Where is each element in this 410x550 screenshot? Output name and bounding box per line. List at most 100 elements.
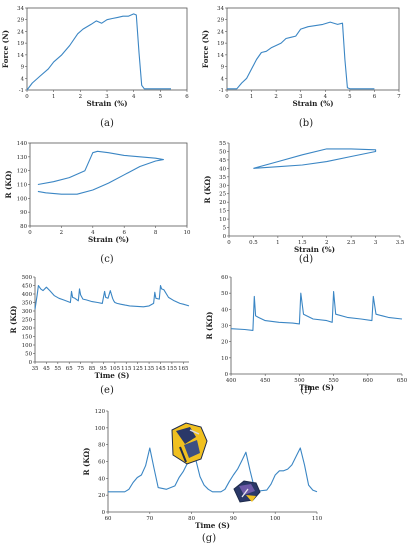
- y-tick-label: 120: [95, 409, 106, 415]
- y-tick-label: 10: [221, 356, 228, 362]
- chart-panel-g: 60 70 80 90 100 110 0 20 40 60 80 100 120 Time (S) R (…: [82, 409, 323, 544]
- y-axis-title: R (KΩ): [82, 448, 91, 476]
- x-tick-label: 1.5: [298, 240, 307, 246]
- y-tick-label: 80: [20, 224, 27, 230]
- y-axis-title: R (KΩ): [9, 306, 18, 334]
- x-tick-label: 0: [225, 94, 229, 100]
- x-tick-label: 6: [373, 94, 377, 100]
- panel-caption: (e): [100, 385, 114, 396]
- y-tick-label: 300: [22, 309, 33, 315]
- x-tick-label: 65: [66, 366, 73, 372]
- gloved-hand-open-icon: [171, 422, 208, 465]
- x-tick-label: 0: [28, 230, 32, 236]
- x-tick-label: 165: [178, 366, 189, 372]
- x-tick-label: 2: [325, 240, 328, 246]
- y-tick-label: 19: [217, 41, 224, 47]
- y-tick-label: 20: [219, 200, 226, 206]
- x-tick-label: 0.5: [249, 240, 258, 246]
- x-tick-label: 0: [227, 240, 231, 246]
- y-tick-label: 150: [22, 335, 33, 341]
- y-axis-title: Force (N): [1, 30, 10, 68]
- gloved-hand-fist-icon: [233, 480, 261, 503]
- y-axis-title: R (KΩ): [203, 176, 212, 204]
- x-axis-title: Time (S): [95, 371, 130, 380]
- x-tick-label: 90: [230, 516, 237, 522]
- x-tick-label: 7: [397, 94, 401, 100]
- x-tick-label: 2: [60, 230, 63, 236]
- y-tick-label: 0: [29, 360, 33, 366]
- x-tick-label: 1: [250, 94, 253, 100]
- x-tick-label: 3: [299, 94, 303, 100]
- y-axis-title: Force (N): [201, 30, 210, 68]
- y-tick-label: 14: [217, 53, 224, 59]
- y-tick-label: 0: [102, 510, 106, 516]
- chart-panel-c: 0 2 4 6 8 10 80 90 100 110 120 130 140 Strain (%) R (K…: [4, 141, 191, 265]
- y-tick-label: 120: [17, 169, 28, 175]
- x-tick-label: 4: [132, 94, 136, 100]
- y-axis-title: R (KΩ): [205, 312, 214, 340]
- x-axis-title: Time (S): [299, 383, 334, 392]
- panel-caption: (a): [100, 118, 114, 129]
- x-tick-label: 125: [133, 366, 144, 372]
- x-tick-label: 75: [77, 366, 84, 372]
- y-tick-label: 130: [17, 155, 28, 161]
- y-tick-label: -1: [19, 88, 24, 94]
- y-tick-label: 100: [22, 343, 33, 349]
- y-tick-label: 40: [98, 476, 105, 482]
- x-tick-label: 95: [100, 366, 107, 372]
- x-tick-label: 45: [43, 366, 50, 372]
- x-tick-label: 550: [328, 378, 339, 384]
- y-tick-label: 15: [219, 209, 226, 215]
- x-tick-label: 3: [105, 94, 109, 100]
- data-series-f-0: [230, 291, 403, 331]
- x-tick-label: 1: [52, 94, 55, 100]
- y-tick-label: 40: [221, 307, 228, 313]
- x-tick-label: 115: [121, 366, 132, 372]
- y-tick-label: 14: [17, 53, 24, 59]
- y-tick-label: 45: [219, 158, 226, 164]
- x-tick-label: 3: [374, 240, 378, 246]
- chart-panel-f: 400 450 500 550 600 650 0 10 20 30 40 50 60 Time (S) R…: [205, 275, 408, 396]
- x-tick-label: 400: [226, 378, 237, 384]
- x-axis-title: Strain (%): [294, 245, 335, 254]
- x-tick-label: 145: [155, 366, 166, 372]
- x-tick-label: 500: [294, 378, 305, 384]
- y-tick-label: 20: [98, 493, 105, 499]
- y-tick-label: 25: [219, 192, 226, 198]
- panel-caption: (c): [100, 254, 114, 265]
- data-series-d-0: [253, 148, 377, 169]
- panel-caption: (b): [299, 118, 313, 129]
- x-tick-label: 10: [184, 230, 191, 236]
- y-tick-label: 140: [17, 141, 28, 147]
- y-tick-label: 10: [219, 217, 226, 223]
- x-tick-label: 5: [348, 94, 352, 100]
- x-tick-label: 55: [54, 366, 61, 372]
- x-axis-title: Strain (%): [292, 99, 333, 108]
- x-tick-label: 135: [144, 366, 155, 372]
- y-tick-label: 200: [22, 326, 33, 332]
- y-tick-label: 55: [219, 141, 226, 147]
- y-tick-label: 29: [217, 18, 224, 24]
- data-series-a-0: [26, 13, 171, 91]
- y-tick-label: 24: [17, 29, 24, 35]
- x-tick-label: 80: [188, 516, 195, 522]
- x-tick-label: 110: [312, 516, 323, 522]
- y-tick-label: 4: [21, 76, 25, 82]
- x-tick-label: 8: [154, 230, 158, 236]
- x-tick-label: 155: [167, 366, 178, 372]
- y-tick-label: 30: [219, 183, 226, 189]
- y-tick-label: 29: [17, 18, 24, 24]
- x-tick-label: 450: [260, 378, 271, 384]
- y-tick-label: 40: [219, 166, 226, 172]
- y-tick-label: 100: [17, 196, 28, 202]
- y-tick-label: 60: [98, 460, 105, 466]
- y-tick-label: 50: [25, 352, 32, 358]
- y-tick-label: 60: [221, 275, 228, 281]
- chart-panel-d: 0 0.5 1 1.5 2 2.5 3 3.5 0 5 10 15 20 25 30 35 40 45 50 55 St…: [203, 141, 405, 265]
- x-tick-label: 85: [89, 366, 96, 372]
- x-tick-label: 6: [185, 94, 189, 100]
- panel-caption: (f): [300, 385, 312, 396]
